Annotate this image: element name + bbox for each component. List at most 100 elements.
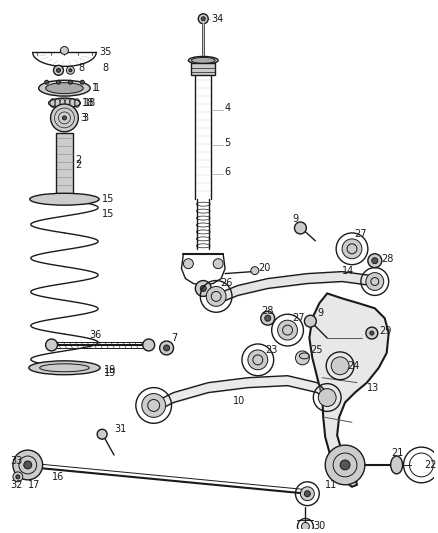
Text: 27: 27: [293, 313, 305, 323]
Text: 18: 18: [84, 98, 96, 108]
Text: 31: 31: [114, 424, 126, 434]
Text: 15: 15: [102, 209, 114, 219]
Text: 29: 29: [379, 326, 391, 336]
Ellipse shape: [391, 456, 403, 474]
Text: 17: 17: [28, 480, 40, 490]
Circle shape: [368, 254, 382, 268]
Text: 22: 22: [424, 460, 437, 470]
Text: 15: 15: [102, 194, 114, 204]
Text: 2: 2: [75, 155, 81, 165]
Circle shape: [325, 445, 365, 485]
Text: 30: 30: [313, 521, 325, 531]
Polygon shape: [309, 293, 389, 487]
Text: 3: 3: [80, 113, 86, 123]
Text: 13: 13: [367, 383, 379, 393]
Ellipse shape: [39, 80, 90, 96]
Circle shape: [53, 66, 64, 75]
Circle shape: [57, 80, 60, 84]
Circle shape: [278, 320, 297, 340]
Text: 18: 18: [82, 98, 95, 108]
Text: 8: 8: [102, 63, 108, 74]
Circle shape: [372, 258, 378, 264]
Text: 5: 5: [224, 138, 230, 148]
Circle shape: [13, 472, 23, 482]
Circle shape: [45, 80, 49, 84]
Circle shape: [294, 222, 307, 234]
Circle shape: [63, 116, 67, 120]
Circle shape: [261, 311, 275, 325]
Circle shape: [184, 259, 193, 269]
Circle shape: [159, 341, 173, 355]
Circle shape: [46, 339, 57, 351]
Text: 33: 33: [10, 456, 22, 466]
Text: 4: 4: [224, 103, 230, 113]
Circle shape: [304, 315, 316, 327]
Text: 8: 8: [78, 63, 85, 74]
Circle shape: [206, 286, 226, 306]
Text: 32: 32: [10, 480, 22, 490]
Text: 16: 16: [52, 472, 64, 482]
Circle shape: [366, 327, 378, 339]
Circle shape: [60, 46, 68, 54]
Text: 9: 9: [317, 308, 323, 318]
Circle shape: [265, 315, 271, 321]
Circle shape: [80, 80, 84, 84]
Text: 3: 3: [82, 113, 88, 123]
Circle shape: [200, 286, 206, 292]
Circle shape: [301, 522, 309, 530]
Circle shape: [318, 389, 336, 407]
Text: 25: 25: [311, 345, 323, 355]
Circle shape: [296, 351, 309, 365]
Text: 11: 11: [325, 480, 337, 490]
Ellipse shape: [30, 193, 99, 205]
Text: 14: 14: [342, 265, 354, 276]
Ellipse shape: [49, 98, 80, 108]
Circle shape: [164, 345, 170, 351]
Text: 19: 19: [104, 368, 117, 378]
Text: 28: 28: [382, 254, 394, 264]
Circle shape: [13, 450, 42, 480]
Text: 35: 35: [99, 47, 112, 58]
Circle shape: [68, 80, 72, 84]
Text: 7: 7: [172, 333, 178, 343]
Ellipse shape: [46, 83, 83, 94]
Text: 19: 19: [104, 365, 117, 375]
Bar: [191, 63, 215, 75]
Ellipse shape: [191, 58, 215, 63]
Text: 23: 23: [266, 345, 278, 355]
Circle shape: [195, 280, 211, 296]
Circle shape: [300, 487, 314, 500]
Text: 21: 21: [392, 448, 404, 458]
Circle shape: [201, 17, 205, 21]
Text: 1: 1: [92, 83, 99, 93]
Bar: [56, 133, 74, 197]
Circle shape: [248, 350, 268, 370]
Text: 6: 6: [224, 167, 230, 177]
Circle shape: [340, 460, 350, 470]
Circle shape: [251, 266, 259, 274]
Text: 26: 26: [220, 279, 233, 288]
Circle shape: [366, 272, 384, 290]
Circle shape: [97, 429, 107, 439]
Circle shape: [342, 239, 362, 259]
Circle shape: [331, 357, 349, 375]
Text: 20: 20: [258, 263, 270, 273]
Circle shape: [69, 69, 72, 72]
Circle shape: [143, 339, 155, 351]
Text: 24: 24: [347, 361, 360, 371]
Text: 36: 36: [89, 330, 102, 340]
Circle shape: [67, 66, 74, 74]
Text: 10: 10: [233, 395, 245, 406]
Ellipse shape: [29, 361, 100, 375]
Circle shape: [304, 491, 311, 497]
Circle shape: [142, 393, 166, 417]
Text: 9: 9: [293, 214, 299, 224]
Text: 1: 1: [94, 83, 100, 93]
Circle shape: [16, 475, 20, 479]
Text: 34: 34: [211, 14, 223, 24]
Circle shape: [370, 331, 374, 335]
Circle shape: [50, 104, 78, 132]
Circle shape: [24, 461, 32, 469]
Text: 27: 27: [354, 229, 367, 239]
Circle shape: [57, 68, 60, 72]
